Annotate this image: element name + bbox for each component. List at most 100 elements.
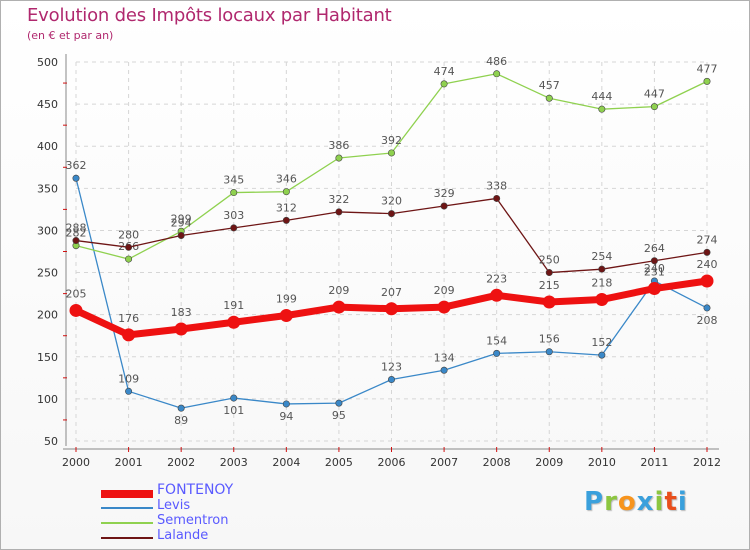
y-tick-label: 200	[37, 309, 58, 322]
y-tick-label: 450	[37, 98, 58, 111]
point-levis	[282, 400, 290, 408]
data-label-sementron: 345	[223, 174, 244, 187]
chart-subtitle: (en € et par an)	[27, 29, 114, 42]
point-sementron	[387, 149, 395, 157]
logo-letter: x	[636, 487, 655, 517]
data-label-lalande: 274	[697, 233, 718, 246]
data-label-sementron: 346	[276, 173, 297, 186]
data-label-levis: 154	[486, 334, 507, 347]
logo-letter: o	[617, 487, 637, 517]
point-levis	[703, 304, 711, 312]
x-tick-label: 2002	[167, 456, 195, 469]
y-tick-label: 400	[37, 140, 58, 153]
point-levis	[493, 349, 501, 357]
data-label-sementron: 392	[381, 134, 402, 147]
x-tick-label: 2008	[483, 456, 511, 469]
point-lalande	[125, 243, 133, 251]
point-lalande	[493, 194, 501, 202]
point-levis	[387, 376, 395, 384]
y-tick-label: 150	[37, 351, 58, 364]
x-tick-label: 2007	[430, 456, 458, 469]
point-levis	[440, 366, 448, 374]
data-label-levis: 134	[434, 351, 455, 364]
proxiti-logo: Proxiti	[584, 487, 688, 517]
data-label-levis: 240	[644, 262, 665, 275]
y-tick-label: 250	[37, 267, 58, 280]
point-fontenoy	[279, 309, 293, 323]
point-levis	[545, 348, 553, 356]
point-fontenoy	[490, 288, 504, 302]
data-label-fontenoy: 215	[539, 279, 560, 292]
legend-swatch	[101, 537, 153, 539]
data-label-levis: 95	[332, 409, 346, 422]
x-tick-label: 2001	[115, 456, 143, 469]
x-tick-label: 2011	[640, 456, 668, 469]
y-tick-label: 100	[37, 393, 58, 406]
point-sementron	[282, 188, 290, 196]
point-lalande	[282, 216, 290, 224]
y-tick-label: 300	[37, 224, 58, 237]
legend-label: FONTENOY	[157, 482, 234, 498]
data-label-sementron: 474	[434, 65, 455, 78]
point-fontenoy	[122, 328, 136, 342]
logo-letter: i	[677, 487, 688, 517]
data-label-sementron: 447	[644, 88, 665, 101]
point-sementron	[598, 105, 606, 113]
point-fontenoy	[174, 322, 188, 336]
x-tick-label: 2004	[272, 456, 300, 469]
data-label-lalande: 280	[118, 228, 139, 241]
data-label-levis: 109	[118, 372, 139, 385]
data-label-levis: 101	[223, 404, 244, 417]
data-label-lalande: 254	[591, 250, 612, 263]
x-tick-label: 2010	[588, 456, 616, 469]
x-tick-label: 2003	[220, 456, 248, 469]
point-levis	[598, 351, 606, 359]
point-sementron	[650, 103, 658, 111]
data-label-fontenoy: 176	[118, 312, 139, 325]
point-fontenoy	[542, 295, 556, 309]
data-label-fontenoy: 199	[276, 293, 297, 306]
data-label-levis: 362	[66, 159, 87, 172]
point-levis	[177, 404, 185, 412]
data-label-lalande: 322	[328, 193, 349, 206]
data-label-fontenoy: 218	[591, 277, 612, 290]
point-sementron	[440, 80, 448, 88]
data-label-levis: 208	[697, 314, 718, 327]
point-sementron	[703, 77, 711, 85]
data-label-lalande: 320	[381, 195, 402, 208]
point-lalande	[72, 237, 80, 245]
data-label-levis: 94	[279, 410, 293, 423]
point-fontenoy	[437, 300, 451, 314]
x-tick-label: 2006	[378, 456, 406, 469]
point-fontenoy	[595, 293, 609, 307]
x-tick-label: 2000	[62, 456, 90, 469]
data-label-sementron: 444	[591, 90, 612, 103]
data-label-lalande: 288	[66, 222, 87, 235]
data-label-sementron: 486	[486, 55, 507, 68]
data-label-sementron: 477	[697, 62, 718, 75]
point-lalande	[440, 202, 448, 210]
point-lalande	[177, 231, 185, 239]
point-lalande	[650, 257, 658, 265]
point-fontenoy	[227, 315, 241, 329]
data-label-lalande: 250	[539, 254, 560, 267]
point-fontenoy	[385, 302, 398, 316]
logo-letter: t	[664, 487, 678, 517]
data-label-levis: 152	[591, 336, 612, 349]
data-label-levis: 123	[381, 361, 402, 374]
legend-label: Levis	[157, 498, 191, 513]
point-levis	[335, 399, 343, 407]
point-fontenoy	[332, 300, 346, 314]
x-tick-label: 2009	[535, 456, 563, 469]
chart-title: Evolution des Impôts locaux par Habitant	[27, 5, 392, 26]
line-chart: 50 100 150 200 250 300 350 400 450 500 2000 2001 200…	[37, 54, 721, 469]
data-label-lalande: 303	[223, 209, 244, 222]
point-sementron	[125, 255, 133, 263]
legend-swatch	[101, 522, 153, 524]
data-label-fontenoy: 205	[66, 287, 87, 300]
data-label-lalande: 264	[644, 242, 665, 255]
legend-label: Sementron	[157, 513, 229, 528]
data-label-fontenoy: 191	[223, 299, 244, 312]
data-label-levis: 89	[174, 414, 188, 427]
